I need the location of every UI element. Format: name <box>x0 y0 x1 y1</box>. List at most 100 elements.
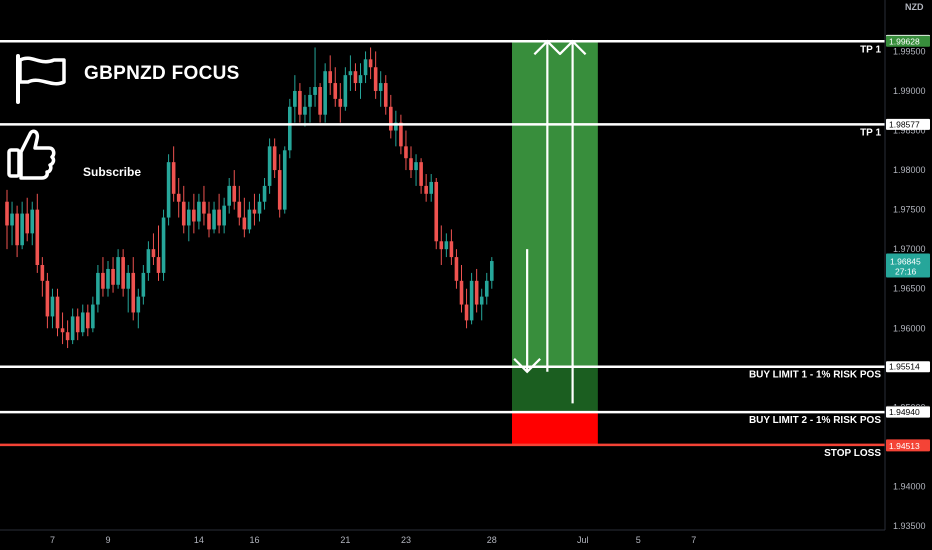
current-price-text: 1.96845 <box>890 256 921 266</box>
candle-body <box>454 257 459 281</box>
candle-body <box>459 280 464 305</box>
channel-title: GBPNZD FOCUS <box>84 63 240 84</box>
candle-body <box>116 257 120 285</box>
candle <box>217 193 221 234</box>
candle <box>424 174 428 202</box>
candle <box>368 47 373 80</box>
candle <box>30 201 35 246</box>
candle-body <box>166 162 171 218</box>
candle <box>65 320 70 349</box>
candle <box>490 257 494 289</box>
arrow-head <box>513 358 541 374</box>
candle <box>308 87 312 123</box>
candle <box>378 71 383 107</box>
candle <box>298 83 302 123</box>
candle <box>394 110 398 147</box>
level-label: BUY LIMIT 2 - 1% RISK POS <box>749 415 881 426</box>
candle <box>197 193 201 230</box>
candle-body <box>65 332 70 341</box>
candle <box>111 257 115 293</box>
candle <box>227 177 231 214</box>
candle <box>91 296 95 333</box>
candle-body <box>141 272 146 297</box>
price-tag: 1.94513 <box>886 440 930 452</box>
candle-body <box>35 209 40 265</box>
candle <box>156 225 161 281</box>
candle <box>444 233 449 258</box>
candle <box>237 185 242 226</box>
price-tag: 1.98577 <box>886 118 930 130</box>
price-tag-text: 1.99628 <box>889 36 920 46</box>
candle-body <box>272 146 277 171</box>
candle <box>464 288 469 329</box>
candle <box>207 201 211 238</box>
candle-body <box>50 296 55 317</box>
candle <box>358 63 363 99</box>
candle-body <box>75 316 80 333</box>
candle <box>20 201 24 250</box>
trade-zones <box>512 41 598 445</box>
candle <box>192 193 196 234</box>
currency-label: NZD <box>905 2 924 12</box>
candle-body <box>181 201 186 226</box>
candle-body <box>277 170 282 210</box>
candle <box>293 75 297 123</box>
candle <box>70 308 75 345</box>
candle-body <box>358 75 363 84</box>
candle-body <box>202 201 206 214</box>
time-axis[interactable]: 7 9 14 16 21 23 28 Jul 5 7 <box>0 529 885 545</box>
candle <box>328 55 332 95</box>
arrow-down <box>513 249 541 374</box>
candle-body <box>187 209 191 226</box>
time-tick-label: 14 <box>194 535 204 545</box>
price-tick-label: 1.98000 <box>893 165 926 175</box>
candle-body <box>15 213 19 246</box>
arrow-head <box>558 39 587 56</box>
candle <box>86 304 90 337</box>
candle <box>479 288 484 321</box>
candle-body <box>429 181 433 194</box>
price-tag-text: 1.98577 <box>889 119 920 129</box>
candle <box>409 146 413 178</box>
candle <box>121 249 125 297</box>
candle-body <box>222 205 226 226</box>
candle-body <box>449 241 454 258</box>
candle-body <box>282 150 287 210</box>
candle <box>439 225 444 265</box>
target-zone-lower <box>512 366 598 413</box>
candle-body <box>30 209 35 234</box>
price-tick-label: 1.97500 <box>893 205 926 215</box>
thumbs-up-icon[interactable] <box>6 126 56 182</box>
candle-body <box>328 71 332 84</box>
price-axis[interactable]: 1.935001.940001.945001.950001.955001.960… <box>884 0 930 531</box>
candle <box>232 170 237 210</box>
subscribe-label[interactable]: Subscribe <box>83 165 142 179</box>
candle <box>252 193 257 226</box>
price-tag-text: 1.94513 <box>889 441 920 451</box>
price-tag-text: 1.94940 <box>889 407 920 417</box>
candle <box>45 272 50 329</box>
level-label: TP 1 <box>860 44 881 55</box>
candle-body <box>257 201 262 214</box>
candle-body <box>333 83 338 99</box>
candle <box>363 51 368 84</box>
candle-body <box>444 241 449 250</box>
candle-body <box>161 217 166 273</box>
price-tag-bg <box>886 406 930 418</box>
candle-body <box>419 162 423 186</box>
candle-body <box>247 209 252 230</box>
candle <box>469 272 474 325</box>
candle <box>126 265 130 313</box>
candle <box>15 205 19 258</box>
price-tag-bg <box>886 35 930 47</box>
candle <box>106 261 110 297</box>
candle-body <box>20 213 24 246</box>
candle-body <box>60 328 65 333</box>
candle <box>116 249 120 289</box>
candle <box>313 47 317 107</box>
candle-body <box>151 249 156 258</box>
candle-body <box>121 257 125 289</box>
candle <box>373 51 378 99</box>
candle-body <box>197 201 201 222</box>
